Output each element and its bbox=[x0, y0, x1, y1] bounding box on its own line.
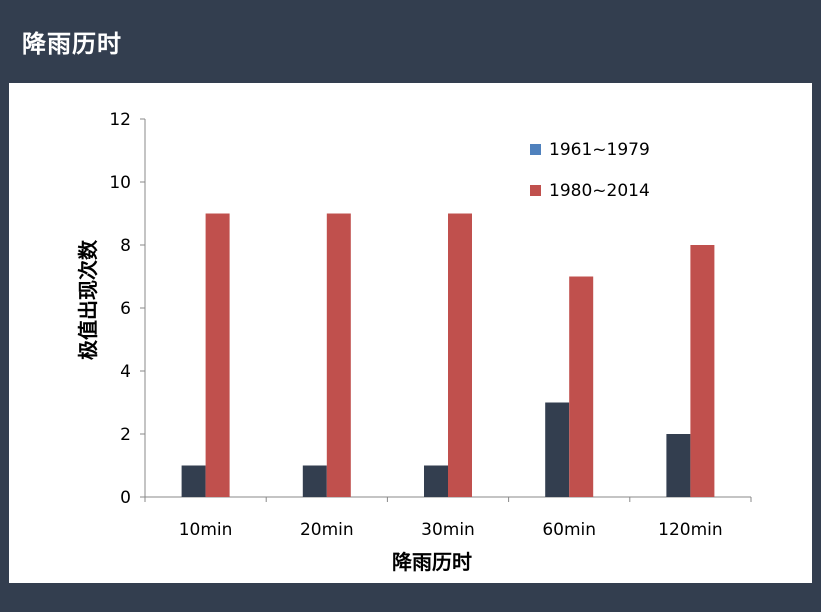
chart-bars bbox=[181, 213, 715, 497]
x-tick-label: 60min bbox=[542, 520, 596, 540]
bar-series1 bbox=[302, 465, 327, 497]
y-tick-label: 12 bbox=[109, 110, 131, 130]
y-tick-label: 2 bbox=[120, 425, 131, 445]
y-axis-label: 极值出现次数 bbox=[76, 239, 100, 360]
legend-label: 1980~2014 bbox=[549, 181, 650, 201]
y-tick-label: 4 bbox=[120, 362, 131, 382]
legend-label: 1961~1979 bbox=[549, 140, 650, 160]
x-axis-label: 降雨历时 bbox=[392, 550, 472, 574]
page-title: 降雨历时 bbox=[22, 30, 122, 58]
chart-legend: 1961~1979 1980~2014 bbox=[530, 140, 650, 201]
bar-series2 bbox=[690, 245, 715, 497]
legend-swatch bbox=[530, 144, 541, 155]
y-tick-label: 10 bbox=[109, 173, 131, 193]
x-tick-label: 20min bbox=[300, 520, 354, 540]
bar-chart: 0 2 4 6 8 10 12 10min 20min 30min 60min 120min 1961… bbox=[76, 110, 752, 574]
bar-series2 bbox=[569, 276, 594, 497]
bar-series1 bbox=[181, 465, 206, 497]
bar-series1 bbox=[424, 465, 448, 497]
y-tick-label: 6 bbox=[120, 299, 131, 319]
chart-panel: 0 2 4 6 8 10 12 10min 20min 30min 60min 120min 1961… bbox=[9, 83, 812, 583]
x-tick-label: 10min bbox=[179, 520, 233, 540]
bar-series2 bbox=[326, 213, 351, 497]
x-tick-label: 30min bbox=[421, 520, 475, 540]
bar-series2 bbox=[448, 213, 472, 497]
bar-series1 bbox=[545, 402, 570, 497]
y-tick-label: 0 bbox=[120, 488, 131, 508]
x-tick-label: 120min bbox=[658, 520, 723, 540]
bar-series2 bbox=[205, 213, 230, 497]
bar-series1 bbox=[666, 434, 691, 497]
legend-swatch bbox=[530, 185, 541, 196]
y-tick-label: 8 bbox=[120, 236, 131, 256]
chart-axes: 0 2 4 6 8 10 12 10min 20min 30min 60min 120min bbox=[109, 110, 752, 540]
